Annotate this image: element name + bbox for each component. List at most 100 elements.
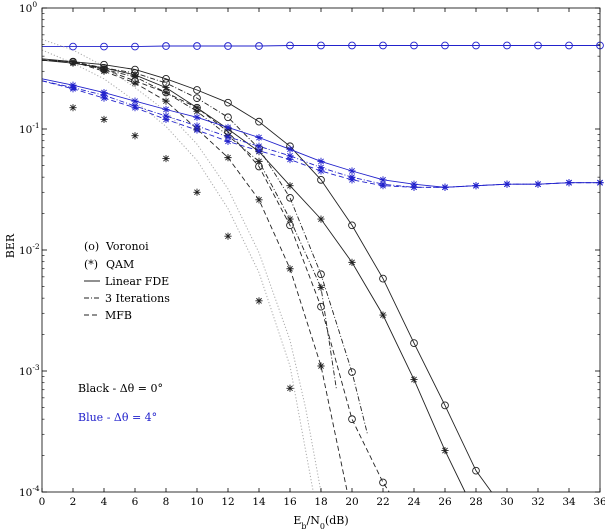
marker-star xyxy=(131,97,139,105)
marker-circle xyxy=(193,86,201,94)
marker-star xyxy=(317,215,325,223)
marker-star xyxy=(224,133,232,141)
marker-star xyxy=(162,88,170,97)
marker-star xyxy=(472,182,480,190)
marker-circle xyxy=(441,41,449,50)
x-tick-label: 26 xyxy=(438,496,452,508)
marker-circle xyxy=(379,41,387,50)
y-tick-label: 10-3 xyxy=(19,363,40,378)
marker-star xyxy=(317,167,325,175)
marker-circle xyxy=(410,339,418,347)
marker-star xyxy=(286,152,294,160)
marker-star xyxy=(441,183,449,191)
y-tick-label: 10-2 xyxy=(19,242,40,257)
marker-star xyxy=(69,104,77,112)
legend-marker-symbol-voronoi: (o) xyxy=(84,240,99,253)
marker-circle xyxy=(162,88,170,97)
marker-star xyxy=(193,113,201,121)
marker-circle xyxy=(348,221,356,230)
annotation-blue: Blue - Δθ = 4° xyxy=(78,411,157,424)
x-label-tail: (dB) xyxy=(325,514,349,527)
marker-circle xyxy=(100,42,108,51)
marker-star xyxy=(286,215,294,223)
y-tick-mantissa: 10 xyxy=(19,366,32,378)
x-tick-label: 2 xyxy=(70,496,77,508)
x-label-sub1: b xyxy=(301,522,306,530)
marker-star xyxy=(255,196,263,204)
marker-star xyxy=(255,142,263,150)
marker-circle xyxy=(193,94,201,102)
marker-circle xyxy=(162,79,170,87)
x-tick-label: 18 xyxy=(314,496,327,508)
x-tick-label: 8 xyxy=(163,496,170,508)
marker-circle xyxy=(472,41,480,50)
marker-star xyxy=(410,375,418,384)
marker-circle xyxy=(348,41,356,50)
marker-circle xyxy=(348,415,356,424)
marker-star xyxy=(410,183,418,191)
marker-star xyxy=(69,85,77,93)
marker-star xyxy=(224,137,232,145)
marker-star xyxy=(162,115,170,124)
series-line-10 xyxy=(41,38,322,493)
marker-star xyxy=(379,176,387,184)
legend-line-text-linear-fde: Linear FDE xyxy=(105,275,169,288)
marker-circle xyxy=(224,113,232,122)
marker-circle xyxy=(255,162,263,171)
series-line-6 xyxy=(42,45,600,48)
marker-circle xyxy=(255,42,263,50)
marker-star xyxy=(162,154,170,163)
legend-marker-text-qam: QAM xyxy=(106,258,134,271)
y-tick-mantissa: 10 xyxy=(19,245,32,257)
marker-circle xyxy=(472,466,480,475)
marker-circle xyxy=(224,42,232,50)
x-tick-label: 20 xyxy=(345,496,358,508)
y-tick-exponent: -2 xyxy=(32,242,40,251)
legend-line-text-3-iterations: 3 Iterations xyxy=(105,292,170,305)
y-tick-exponent: -3 xyxy=(32,363,40,372)
marker-star xyxy=(286,265,294,273)
marker-star xyxy=(193,104,201,112)
marker-circle xyxy=(348,368,356,376)
y-tick-exponent: -4 xyxy=(32,484,40,493)
x-tick-label: 10 xyxy=(190,496,203,508)
marker-star xyxy=(193,126,201,134)
y-tick-label: 100 xyxy=(19,0,37,15)
marker-circle xyxy=(379,274,387,283)
series-line-5 xyxy=(41,59,348,493)
y-tick-mantissa: 10 xyxy=(19,487,32,499)
marker-star xyxy=(441,446,449,455)
marker-star xyxy=(100,94,108,102)
plot-markers xyxy=(69,41,604,487)
marker-circle xyxy=(503,41,511,50)
marker-star xyxy=(131,132,139,140)
marker-star xyxy=(162,105,170,114)
marker-star xyxy=(224,123,232,132)
marker-star xyxy=(131,79,139,87)
x-tick-label: 34 xyxy=(562,496,576,508)
x-tick-label: 32 xyxy=(531,496,544,508)
marker-star xyxy=(534,180,542,188)
marker-star xyxy=(317,362,325,370)
marker-circle xyxy=(162,74,170,83)
x-tick-label: 22 xyxy=(376,496,389,508)
y-axis-label: BER xyxy=(4,233,17,258)
series-line-11 xyxy=(41,49,314,493)
marker-star xyxy=(565,179,573,187)
marker-star xyxy=(224,232,232,240)
x-tick-label: 30 xyxy=(500,496,513,508)
x-tick-label: 12 xyxy=(221,496,234,508)
marker-circle xyxy=(317,270,325,279)
marker-star xyxy=(348,176,356,184)
marker-circle xyxy=(286,41,294,50)
marker-star xyxy=(100,115,108,124)
marker-star xyxy=(255,147,263,155)
annotation-black: Black - Δθ = 0° xyxy=(78,382,163,395)
marker-star xyxy=(379,182,387,190)
marker-circle xyxy=(410,41,418,50)
y-tick-mantissa: 10 xyxy=(19,124,32,136)
marker-star xyxy=(348,258,356,266)
marker-circle xyxy=(565,41,573,50)
